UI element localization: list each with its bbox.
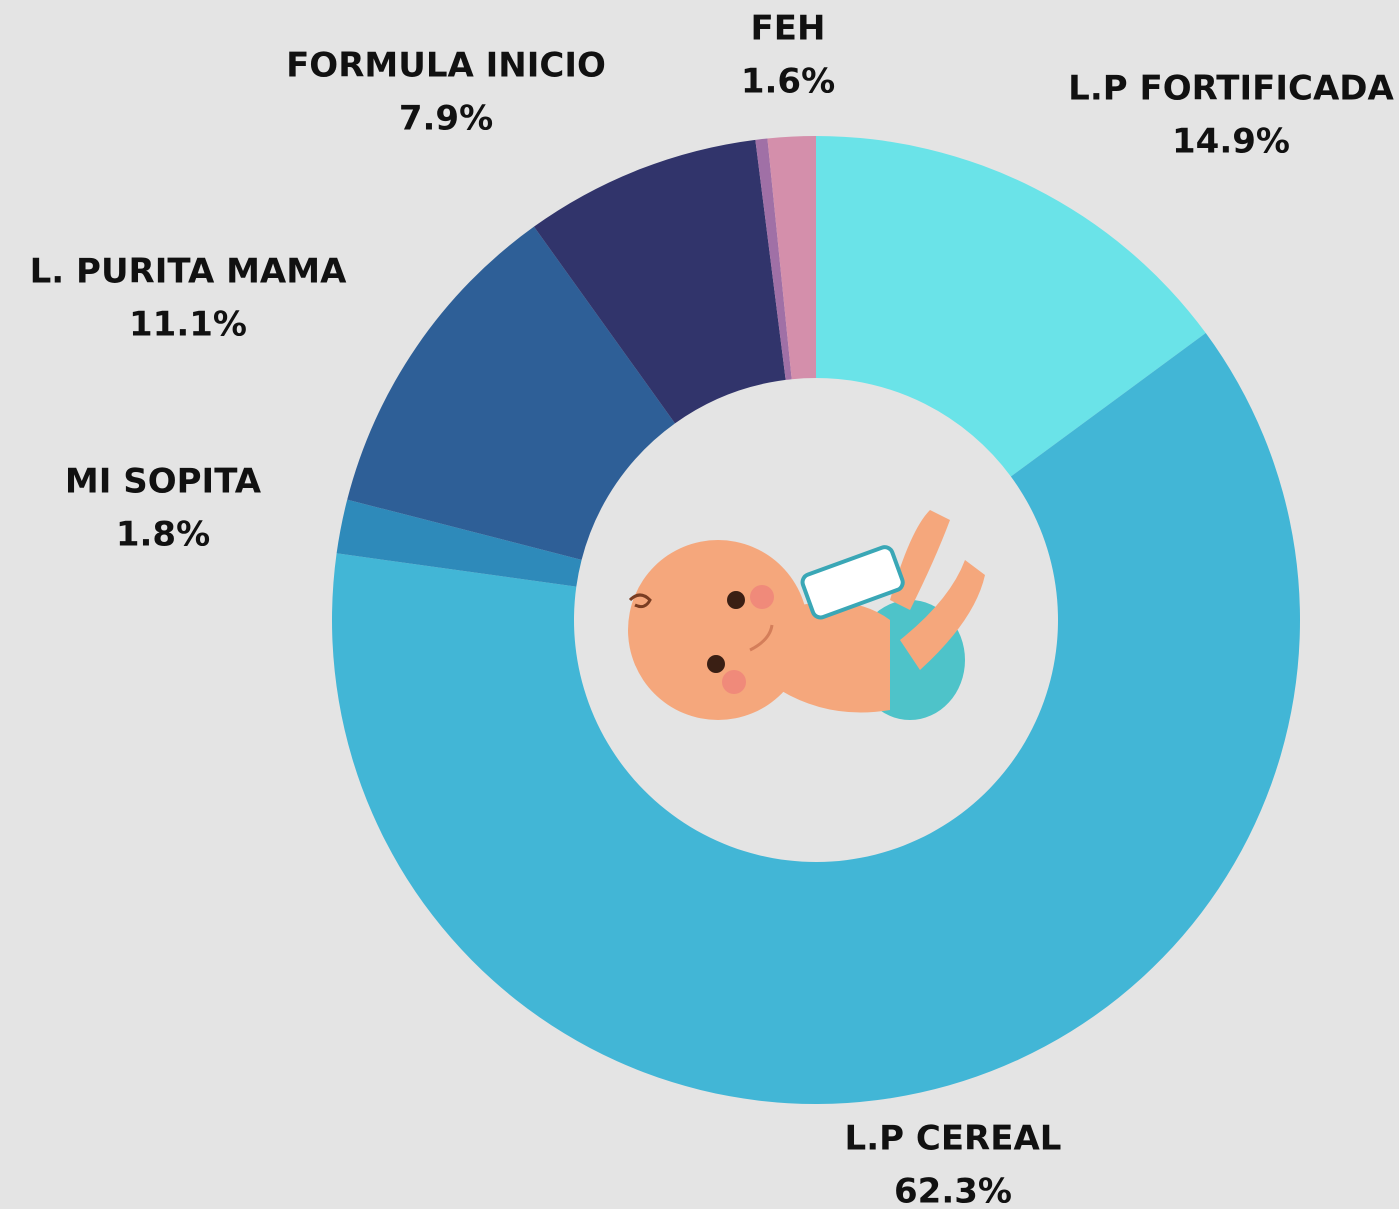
slice-label: MI SOPITA (65, 462, 262, 502)
page: L.P FORTIFICADA 14.9% L.P CEREAL 62.3% MI SO… (0, 0, 1399, 1209)
slice-label: L.P CEREAL (845, 1119, 1062, 1159)
slice-label: L.P FORTIFICADA (1068, 69, 1394, 109)
value-label: 14.9% (1172, 122, 1290, 162)
value-label: 1.8% (116, 515, 210, 555)
chart: L.P FORTIFICADA 14.9% L.P CEREAL 62.3% MI SO… (0, 0, 1399, 1209)
value-label: 1.6% (741, 62, 835, 102)
slice-label: FEH (751, 9, 826, 49)
slice-label: FORMULA INICIO (286, 46, 606, 86)
value-label: 7.9% (399, 99, 493, 139)
value-label: 62.3% (894, 1172, 1012, 1209)
value-label: 11.1% (129, 305, 247, 345)
slice-label: L. PURITA MAMA (30, 252, 347, 292)
